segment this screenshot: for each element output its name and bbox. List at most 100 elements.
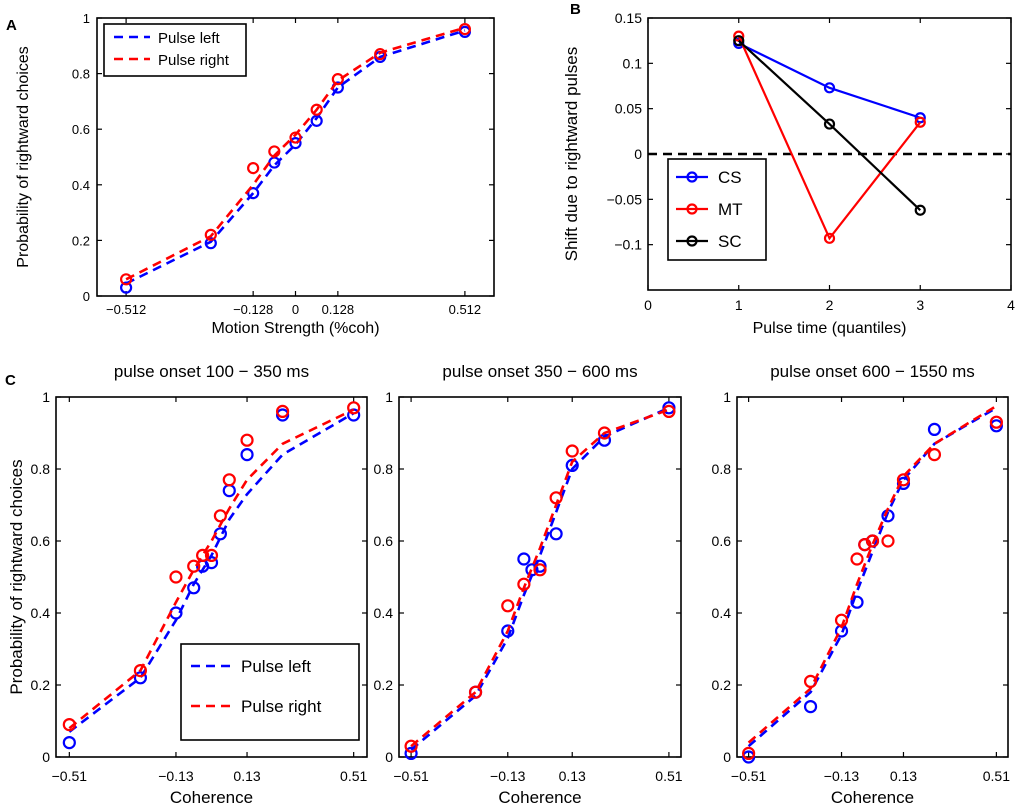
data-point bbox=[247, 162, 260, 175]
x-tick-label: −0.51 bbox=[731, 768, 767, 784]
legend-marker bbox=[686, 235, 698, 247]
x-tick-label: 1 bbox=[735, 297, 743, 313]
y-tick-label: 0.6 bbox=[72, 122, 90, 137]
data-point bbox=[533, 563, 547, 577]
data-point bbox=[204, 237, 217, 250]
y-tick-label: 1 bbox=[723, 389, 731, 405]
data-point bbox=[823, 118, 836, 130]
legend: Pulse left Pulse right bbox=[180, 643, 360, 741]
x-axis-label: Motion Strength (%coh) bbox=[211, 320, 379, 337]
legend-label: Pulse right bbox=[241, 697, 322, 716]
data-point bbox=[914, 204, 926, 216]
legend-marker bbox=[686, 171, 698, 183]
data-point bbox=[213, 509, 227, 523]
y-tick-label: −0.05 bbox=[607, 191, 643, 207]
y-tick-label: 0.15 bbox=[615, 10, 642, 26]
series-pulse-right bbox=[404, 404, 676, 753]
y-tick-label: 0 bbox=[385, 749, 393, 765]
data-point bbox=[204, 228, 217, 241]
x-tick-label: 0.512 bbox=[449, 302, 482, 317]
legend: Pulse left Pulse right bbox=[103, 23, 247, 77]
x-axis-label: Coherence bbox=[831, 788, 914, 807]
x-axis-label: Coherence bbox=[170, 788, 253, 807]
data-point bbox=[597, 426, 612, 440]
x-tick-label: 0.51 bbox=[340, 768, 367, 784]
data-point bbox=[133, 663, 148, 678]
data-point bbox=[404, 739, 418, 753]
data-point bbox=[803, 674, 818, 689]
data-point bbox=[914, 116, 926, 128]
series-pulse-left bbox=[404, 401, 676, 761]
legend-marker bbox=[686, 203, 698, 215]
fit-line bbox=[410, 408, 670, 748]
data-point bbox=[187, 559, 201, 573]
data-point bbox=[204, 555, 219, 570]
data-point bbox=[404, 746, 418, 761]
legend: CS MT SC bbox=[667, 158, 767, 261]
x-tick-label: 0.13 bbox=[890, 768, 917, 784]
data-point bbox=[501, 599, 515, 613]
data-point bbox=[331, 73, 344, 86]
y-axis-label: Probability of rightward choices bbox=[15, 46, 32, 267]
y-tick-label: 0.4 bbox=[712, 605, 732, 621]
panel-1: A 0 0.2 0.4 0.6 0.8 1 −0.512 −0.128 0 0.128 0.512 Mo… bbox=[6, 11, 495, 337]
panel-4: pulse onset 350 − 600 ms 0 0.2 0.4 0.6 0.8 1 −0… bbox=[374, 362, 683, 807]
legend-label: Pulse left bbox=[241, 657, 311, 676]
panel-letter: A bbox=[6, 17, 17, 34]
data-point bbox=[247, 187, 260, 200]
data-point bbox=[187, 581, 201, 595]
data-point bbox=[133, 671, 148, 685]
x-axis-label: Coherence bbox=[498, 788, 581, 807]
fit-line bbox=[410, 406, 670, 751]
data-point bbox=[240, 448, 254, 462]
panel-title: pulse onset 600 − 1550 ms bbox=[770, 362, 975, 381]
y-tick-label: 0 bbox=[42, 749, 50, 765]
x-tick-label: 0.128 bbox=[322, 302, 355, 317]
y-tick-label: 0.8 bbox=[712, 461, 732, 477]
y-tick-label: 0.6 bbox=[374, 533, 394, 549]
x-tick-label: 0.51 bbox=[983, 768, 1010, 784]
data-point bbox=[662, 404, 676, 418]
data-point bbox=[989, 415, 1003, 429]
series-line bbox=[738, 42, 921, 119]
x-tick-label: 3 bbox=[916, 297, 924, 313]
data-point bbox=[501, 624, 515, 638]
x-tick-label: 0.13 bbox=[559, 768, 586, 784]
data-point bbox=[896, 473, 911, 487]
x-tick-label: 0.51 bbox=[655, 768, 682, 784]
data-point bbox=[834, 613, 849, 627]
data-point bbox=[222, 484, 236, 498]
panel-2: B −0.1 −0.05 0 0.05 0.1 0.15 0 1 2 3 4 Pulse time (q… bbox=[562, 1, 1015, 337]
y-tick-label: 0.2 bbox=[31, 677, 51, 693]
data-point bbox=[275, 404, 290, 418]
y-tick-label: 0.6 bbox=[31, 533, 51, 549]
series-pulse-right bbox=[120, 23, 471, 286]
y-tick-label: 0.8 bbox=[374, 461, 394, 477]
axes-frame bbox=[736, 396, 1009, 758]
y-tick-label: 0.6 bbox=[712, 533, 732, 549]
data-point bbox=[347, 401, 361, 415]
y-tick-label: 0.8 bbox=[72, 67, 90, 82]
x-tick-label: 0.13 bbox=[233, 768, 260, 784]
axes-frame bbox=[398, 396, 682, 758]
legend-box bbox=[180, 643, 360, 741]
panel-letter: C bbox=[5, 372, 16, 389]
x-tick-label: 0 bbox=[644, 297, 652, 313]
data-point bbox=[823, 232, 836, 244]
data-point bbox=[120, 273, 133, 286]
data-point bbox=[565, 444, 579, 458]
y-tick-label: 0 bbox=[634, 146, 642, 162]
data-point bbox=[517, 577, 531, 591]
data-point bbox=[865, 534, 880, 548]
data-point bbox=[858, 537, 872, 552]
data-point bbox=[823, 82, 836, 94]
data-point bbox=[742, 746, 756, 761]
data-point bbox=[347, 408, 361, 422]
panel-title: pulse onset 350 − 600 ms bbox=[442, 362, 637, 381]
legend-label: SC bbox=[718, 232, 742, 251]
data-point bbox=[565, 458, 579, 472]
fit-line bbox=[68, 412, 355, 733]
series-pulse-right bbox=[62, 401, 361, 732]
x-tick-label: 0 bbox=[292, 302, 299, 317]
